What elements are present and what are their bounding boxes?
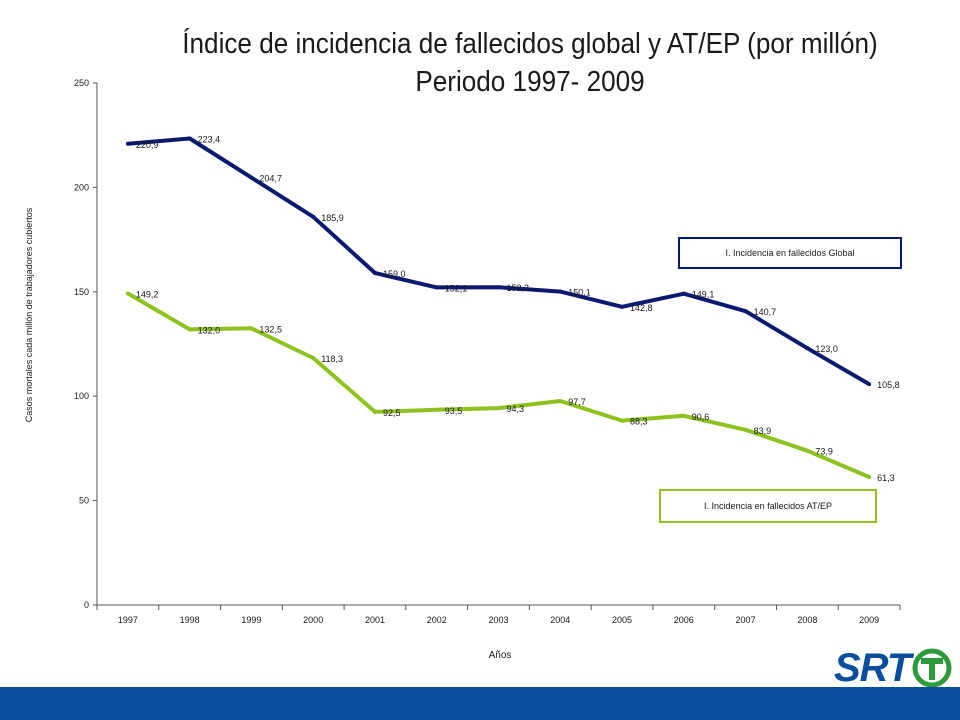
data-label: 150,1 xyxy=(568,288,591,298)
data-label: 88,3 xyxy=(630,417,648,427)
data-label: 159,0 xyxy=(383,269,406,279)
data-point xyxy=(681,413,686,418)
x-tick-label: 2003 xyxy=(488,615,508,625)
x-tick-label: 2000 xyxy=(303,615,323,625)
y-tick-label: 0 xyxy=(84,600,89,610)
data-point xyxy=(125,291,130,296)
data-point xyxy=(372,271,377,276)
y-tick-label: 150 xyxy=(74,287,89,297)
x-tick-label: 2007 xyxy=(736,615,756,625)
data-label: 140,7 xyxy=(754,307,777,317)
data-point xyxy=(187,136,192,141)
legend-box-global xyxy=(678,237,902,269)
legend-label: I. Incidencia en fallecidos AT/EP xyxy=(704,501,832,511)
x-tick-label: 2008 xyxy=(797,615,817,625)
data-point xyxy=(496,285,501,290)
data-label: 61,3 xyxy=(877,473,895,483)
data-label: 142,8 xyxy=(630,303,653,313)
data-point xyxy=(558,289,563,294)
data-label: 118,3 xyxy=(321,354,343,364)
data-point xyxy=(372,409,377,414)
data-label: 93,5 xyxy=(445,406,463,416)
chart-series xyxy=(125,136,872,480)
data-label: 149,2 xyxy=(136,289,159,299)
x-tick-label: 2005 xyxy=(612,615,632,625)
data-point xyxy=(187,327,192,332)
data-label: 204,7 xyxy=(259,174,282,184)
data-point xyxy=(249,326,254,331)
data-point xyxy=(496,406,501,411)
x-tick-label: 2001 xyxy=(365,615,385,625)
data-label: 97,7 xyxy=(568,397,586,407)
x-tick-label: 2006 xyxy=(674,615,694,625)
data-label: 73,9 xyxy=(815,447,833,457)
data-point xyxy=(743,309,748,314)
chart-axes: 0 50 100 150 200 250 1997 1998 1999 2000 2001 2002 2… xyxy=(74,78,901,625)
y-tick-label: 200 xyxy=(74,182,89,192)
data-label: 90,6 xyxy=(692,412,710,422)
data-point xyxy=(805,346,810,351)
chart-title: Índice de incidencia de fallecidos globa… xyxy=(182,28,878,60)
chart-data-labels: 220,9 223,4 204,7 185,9 159,0 152,1 152,2 150,1… xyxy=(136,135,900,483)
data-label: 94,3 xyxy=(507,404,525,414)
srt-logo: SRT xyxy=(834,648,952,688)
x-tick-label: 1999 xyxy=(241,615,261,625)
data-point xyxy=(249,175,254,180)
footer-bar xyxy=(0,687,960,720)
data-label: 149,1 xyxy=(692,290,715,300)
x-axis-label: Años xyxy=(489,650,512,661)
x-tick-label: 2009 xyxy=(859,615,879,625)
data-point xyxy=(558,399,563,404)
data-label: 132,5 xyxy=(259,324,282,334)
data-label: 83,9 xyxy=(754,426,772,436)
x-tick-label: 2004 xyxy=(550,615,570,625)
data-label: 152,1 xyxy=(445,283,468,293)
data-point xyxy=(867,382,872,387)
data-label: 123,0 xyxy=(815,344,838,354)
data-label: 92,5 xyxy=(383,408,401,418)
data-label: 132,0 xyxy=(198,325,221,335)
y-tick-label: 50 xyxy=(79,496,89,506)
data-point xyxy=(125,141,130,146)
data-label: 105,8 xyxy=(877,380,900,390)
logo-t-icon xyxy=(912,648,952,688)
legend-box-atep xyxy=(659,489,877,523)
logo-text: SRT xyxy=(834,646,911,690)
x-tick-label: 1997 xyxy=(118,615,138,625)
data-point xyxy=(867,475,872,480)
data-label: 223,4 xyxy=(198,135,221,145)
x-tick-label: 1998 xyxy=(180,615,200,625)
data-label: 185,9 xyxy=(321,213,344,223)
chart-subtitle: Periodo 1997- 2009 xyxy=(415,66,645,98)
data-point xyxy=(434,407,439,412)
legend-label: I. Incidencia en fallecidos Global xyxy=(725,248,854,258)
y-axis-label: Casos mortales cada millón de trabajador… xyxy=(24,207,34,422)
x-tick-label: 2002 xyxy=(427,615,447,625)
data-label: 152,2 xyxy=(507,283,530,293)
data-point xyxy=(805,448,810,453)
data-point xyxy=(311,214,316,219)
y-tick-label: 250 xyxy=(74,78,89,88)
data-point xyxy=(434,285,439,290)
data-point xyxy=(620,304,625,309)
chart-legend: I. Incidencia en fallecidos Global I. Inc… xyxy=(659,237,902,523)
data-label: 220,9 xyxy=(136,140,159,150)
data-point xyxy=(311,355,316,360)
data-point xyxy=(681,291,686,296)
data-point xyxy=(743,427,748,432)
series-line-atep xyxy=(126,291,870,479)
y-tick-label: 100 xyxy=(74,391,89,401)
data-point xyxy=(620,418,625,423)
